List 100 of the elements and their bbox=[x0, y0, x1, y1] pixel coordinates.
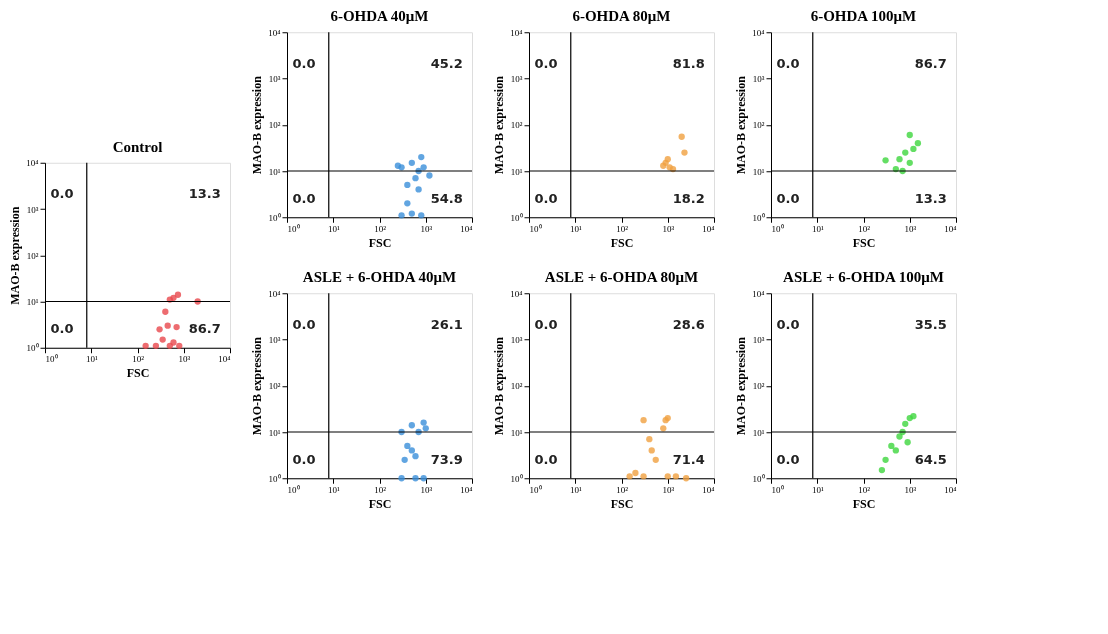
y-tick-label: 10⁰ bbox=[752, 473, 765, 484]
x-axis-title: FSC bbox=[852, 496, 876, 511]
x-tick-label: 10¹ bbox=[327, 484, 340, 495]
x-axis-title: FSC bbox=[126, 366, 150, 381]
chart-title: Control bbox=[112, 138, 163, 155]
y-tick-label: 10² bbox=[26, 250, 39, 261]
x-tick-label: 10¹ bbox=[569, 223, 582, 234]
y-tick-label: 10⁴ bbox=[752, 288, 765, 299]
x-tick-label: 10² bbox=[374, 223, 387, 234]
y-axis-title: MAO-B expression bbox=[734, 75, 749, 175]
x-tick-label: 10⁴ bbox=[944, 484, 957, 495]
annotation: 13.3 bbox=[914, 190, 947, 206]
x-tick-label: 10² bbox=[132, 354, 145, 365]
x-tick-label: 10³ bbox=[420, 223, 433, 234]
y-tick-label: 10³ bbox=[752, 74, 765, 84]
y-axis-title: MAO-B expression bbox=[250, 75, 265, 175]
annotation: 54.8 bbox=[430, 190, 463, 206]
annotation: 0.0 bbox=[534, 451, 558, 467]
x-tick-label: 10² bbox=[858, 484, 871, 495]
x-tick-label: 10² bbox=[616, 484, 629, 495]
y-tick-label: 10⁰ bbox=[268, 212, 281, 223]
x-tick-label: 10³ bbox=[420, 484, 433, 495]
x-tick-label: 10¹ bbox=[327, 223, 340, 234]
y-tick-label: 10⁴ bbox=[268, 27, 281, 38]
y-tick-label: 10¹ bbox=[510, 166, 523, 177]
x-tick-label: 10² bbox=[858, 223, 871, 234]
x-tick-label: 10³ bbox=[178, 354, 191, 365]
x-tick-label: 10⁴ bbox=[702, 223, 715, 234]
annotation: 81.8 bbox=[672, 55, 705, 71]
annotation: 0.0 bbox=[50, 321, 74, 337]
annotation: 26.1 bbox=[430, 316, 463, 332]
annotation: 13.3 bbox=[188, 186, 221, 202]
y-tick-label: 10⁴ bbox=[510, 288, 523, 299]
y-tick-label: 10¹ bbox=[268, 166, 281, 177]
y-tick-label: 10³ bbox=[268, 74, 281, 84]
annotation: 28.6 bbox=[672, 316, 705, 332]
y-tick-label: 10¹ bbox=[268, 427, 281, 438]
y-tick-label: 10⁰ bbox=[510, 212, 523, 223]
x-tick-label: 10¹ bbox=[811, 484, 824, 495]
y-tick-label: 10⁴ bbox=[26, 158, 39, 169]
y-tick-label: 10² bbox=[268, 120, 281, 131]
x-tick-label: 10⁰ bbox=[771, 484, 784, 495]
x-tick-label: 10⁰ bbox=[287, 484, 300, 495]
y-tick-label: 10⁴ bbox=[268, 288, 281, 299]
annotation: 71.4 bbox=[672, 451, 705, 467]
y-tick-label: 10³ bbox=[752, 335, 765, 345]
annotation: 45.2 bbox=[430, 55, 463, 71]
y-tick-label: 10² bbox=[268, 381, 281, 392]
annotation: 0.0 bbox=[776, 316, 800, 332]
y-tick-label: 10² bbox=[510, 381, 523, 392]
y-tick-label: 10³ bbox=[26, 204, 39, 215]
y-tick-label: 10¹ bbox=[510, 427, 523, 438]
x-axis-title: FSC bbox=[852, 235, 876, 250]
annotation: 0.0 bbox=[534, 55, 558, 71]
chart-title: ASLE + 6-OHDA 100μM bbox=[783, 269, 944, 286]
x-tick-label: 10⁴ bbox=[218, 354, 231, 365]
y-axis-title: MAO-B expression bbox=[492, 336, 507, 436]
x-axis-title: FSC bbox=[610, 496, 634, 511]
y-tick-label: 10¹ bbox=[752, 427, 765, 438]
y-tick-label: 10⁴ bbox=[510, 27, 523, 38]
y-tick-label: 10¹ bbox=[26, 297, 39, 307]
y-axis-title: MAO-B expression bbox=[492, 75, 507, 175]
annotation: 18.2 bbox=[672, 190, 705, 206]
y-axis-title: MAO-B expression bbox=[250, 336, 265, 436]
annotation: 0.0 bbox=[776, 190, 800, 206]
y-tick-label: 10³ bbox=[268, 335, 281, 345]
x-tick-label: 10⁴ bbox=[702, 484, 715, 495]
annotation: 86.7 bbox=[188, 321, 221, 337]
y-tick-label: 10³ bbox=[510, 74, 523, 84]
annotation: 0.0 bbox=[534, 316, 558, 332]
x-axis-title: FSC bbox=[368, 235, 392, 250]
annotation: 73.9 bbox=[430, 451, 463, 467]
annotation: 0.0 bbox=[292, 451, 316, 467]
x-tick-label: 10¹ bbox=[85, 354, 98, 365]
annotation: 0.0 bbox=[292, 190, 316, 206]
x-tick-label: 10⁰ bbox=[771, 223, 784, 234]
y-tick-label: 10⁰ bbox=[268, 473, 281, 484]
x-tick-label: 10¹ bbox=[811, 223, 824, 234]
annotation: 0.0 bbox=[292, 316, 316, 332]
y-tick-label: 10² bbox=[510, 120, 523, 131]
chart-title: 6-OHDA 40μM bbox=[330, 8, 429, 25]
y-tick-label: 10⁴ bbox=[752, 27, 765, 38]
x-tick-label: 10³ bbox=[904, 223, 917, 234]
x-tick-label: 10² bbox=[616, 223, 629, 234]
x-tick-label: 10⁴ bbox=[460, 223, 473, 234]
y-tick-label: 10² bbox=[752, 120, 765, 131]
x-axis-title: FSC bbox=[368, 496, 392, 511]
x-tick-label: 10¹ bbox=[569, 484, 582, 495]
y-tick-label: 10⁰ bbox=[510, 473, 523, 484]
chart-title: ASLE + 6-OHDA 80μM bbox=[544, 269, 699, 286]
annotation: 0.0 bbox=[534, 190, 558, 206]
chart-title: 6-OHDA 80μM bbox=[572, 8, 671, 25]
y-tick-label: 10¹ bbox=[752, 166, 765, 177]
x-tick-label: 10⁰ bbox=[45, 354, 58, 365]
x-tick-label: 10⁴ bbox=[460, 484, 473, 495]
annotation: 35.5 bbox=[914, 316, 947, 332]
annotation: 64.5 bbox=[914, 451, 947, 467]
x-axis-title: FSC bbox=[610, 235, 634, 250]
y-axis-title: MAO-B expression bbox=[8, 206, 23, 305]
x-tick-label: 10² bbox=[374, 484, 387, 495]
